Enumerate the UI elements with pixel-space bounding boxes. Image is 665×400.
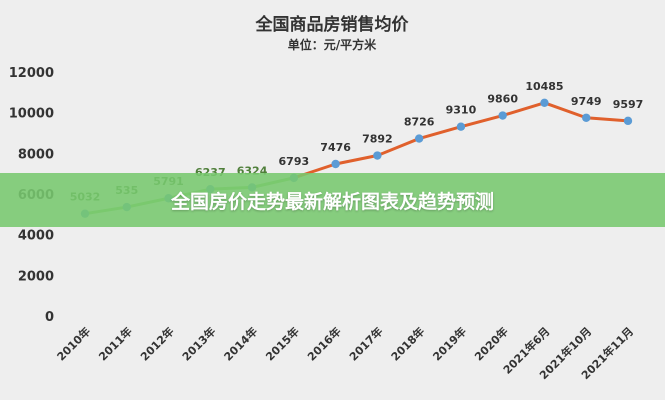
data-label: 8726 — [404, 116, 435, 129]
data-label: 9310 — [446, 104, 477, 117]
x-tick-label: 2011年 — [96, 324, 135, 363]
data-label: 7892 — [362, 133, 393, 146]
line-segment — [334, 154, 379, 166]
data-point — [456, 122, 466, 131]
line-segment — [542, 101, 588, 120]
line-segment — [584, 116, 630, 123]
x-tick-label: 2014年 — [221, 324, 260, 363]
y-tick-label: 12000 — [9, 66, 54, 81]
chart-subtitle: 单位：元/平方米 — [288, 37, 377, 52]
data-label: 7476 — [320, 141, 351, 154]
data-label: 9860 — [487, 93, 518, 106]
data-point — [331, 159, 340, 169]
y-tick-label: 4000 — [18, 229, 54, 244]
x-tick-label: 2019年 — [430, 324, 469, 363]
x-tick-label: 2020年 — [471, 324, 510, 363]
y-axis: 020004000600080001000012000 — [9, 66, 54, 325]
data-point — [414, 134, 424, 143]
x-tick-label: 2018年 — [388, 324, 427, 363]
y-tick-label: 0 — [45, 310, 54, 325]
x-tick-label: 2013年 — [179, 324, 218, 363]
data-point — [623, 116, 633, 126]
data-point — [582, 113, 591, 122]
data-label: 10485 — [525, 80, 563, 93]
x-tick-label: 2015年 — [263, 324, 302, 363]
banner-title: 全国房价走势最新解析图表及趋势预测 — [170, 191, 494, 213]
y-tick-label: 2000 — [18, 269, 54, 284]
x-tick-label: 2017年 — [346, 324, 385, 363]
line-segment — [459, 114, 505, 129]
line-segment — [417, 125, 463, 141]
data-label: 9597 — [613, 98, 644, 111]
line-segment — [501, 101, 546, 118]
chart-title: 全国商品房销售均价 — [255, 14, 410, 35]
x-tick-label: 2010年 — [54, 324, 93, 363]
data-label: 6793 — [279, 155, 310, 168]
data-point — [373, 151, 382, 160]
x-axis: 2010年 2011年 2012年 2013年 2014年 2015年 2016年 2017年… — [54, 324, 636, 382]
y-tick-label: 10000 — [9, 107, 54, 122]
y-tick-label: 8000 — [18, 147, 54, 162]
data-point — [540, 98, 549, 108]
overlay-banner: 全国房价走势最新解析图表及趋势预测 — [0, 173, 665, 227]
data-point — [498, 111, 507, 120]
data-label: 9749 — [571, 95, 602, 108]
x-tick-label: 2012年 — [137, 324, 176, 363]
line-segment — [375, 137, 421, 158]
x-tick-label: 2016年 — [304, 324, 343, 363]
